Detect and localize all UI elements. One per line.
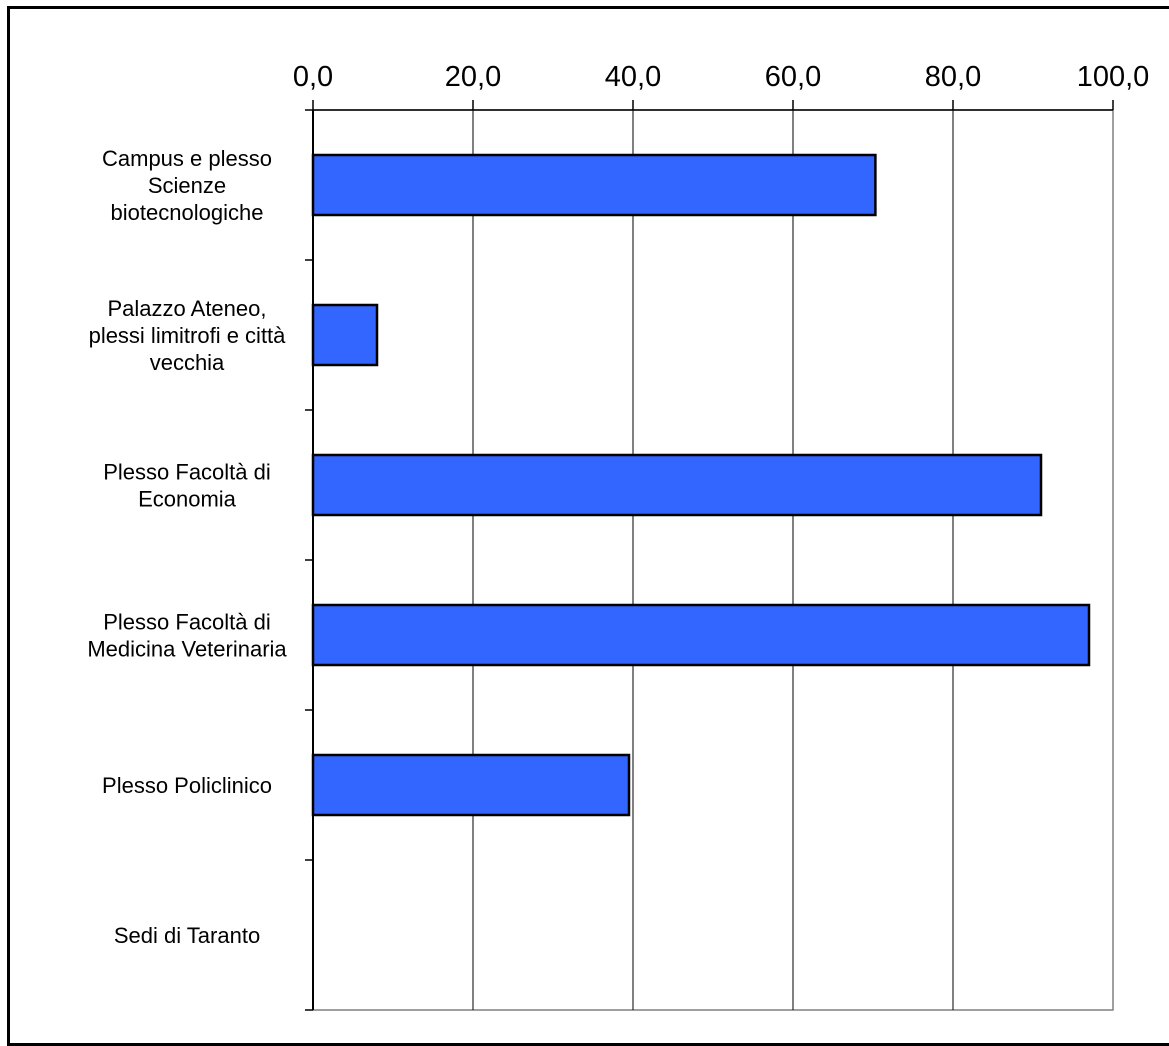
category-label: Palazzo Ateneo, (107, 296, 266, 321)
x-tick-label: 60,0 (765, 61, 821, 93)
category-label: vecchia (150, 350, 225, 375)
category-label: Scienze (148, 173, 226, 198)
plot-area (312, 109, 1114, 1011)
category-label: Campus e plesso (102, 146, 272, 171)
category-label: Medicina Veterinaria (87, 637, 287, 662)
x-tick-label: 80,0 (925, 61, 981, 93)
category-label: Economia (138, 487, 237, 512)
x-tick-label: 0,0 (293, 61, 333, 93)
category-label: Plesso Facoltà di (103, 460, 271, 485)
category-label: biotecnologiche (111, 200, 264, 225)
x-tick-label: 100,0 (1077, 61, 1150, 93)
category-label: Plesso Facoltà di (103, 610, 271, 635)
bar (311, 153, 877, 217)
bar (311, 303, 379, 367)
bar (311, 603, 1091, 667)
x-tick-label: 20,0 (445, 61, 501, 93)
category-label: Sedi di Taranto (114, 923, 260, 948)
category-label: Plesso Policlinico (102, 773, 272, 798)
x-tick-label: 40,0 (605, 61, 661, 93)
category-label: plessi limitrofi e città (89, 323, 287, 348)
bar (311, 753, 631, 817)
bar (311, 453, 1043, 517)
